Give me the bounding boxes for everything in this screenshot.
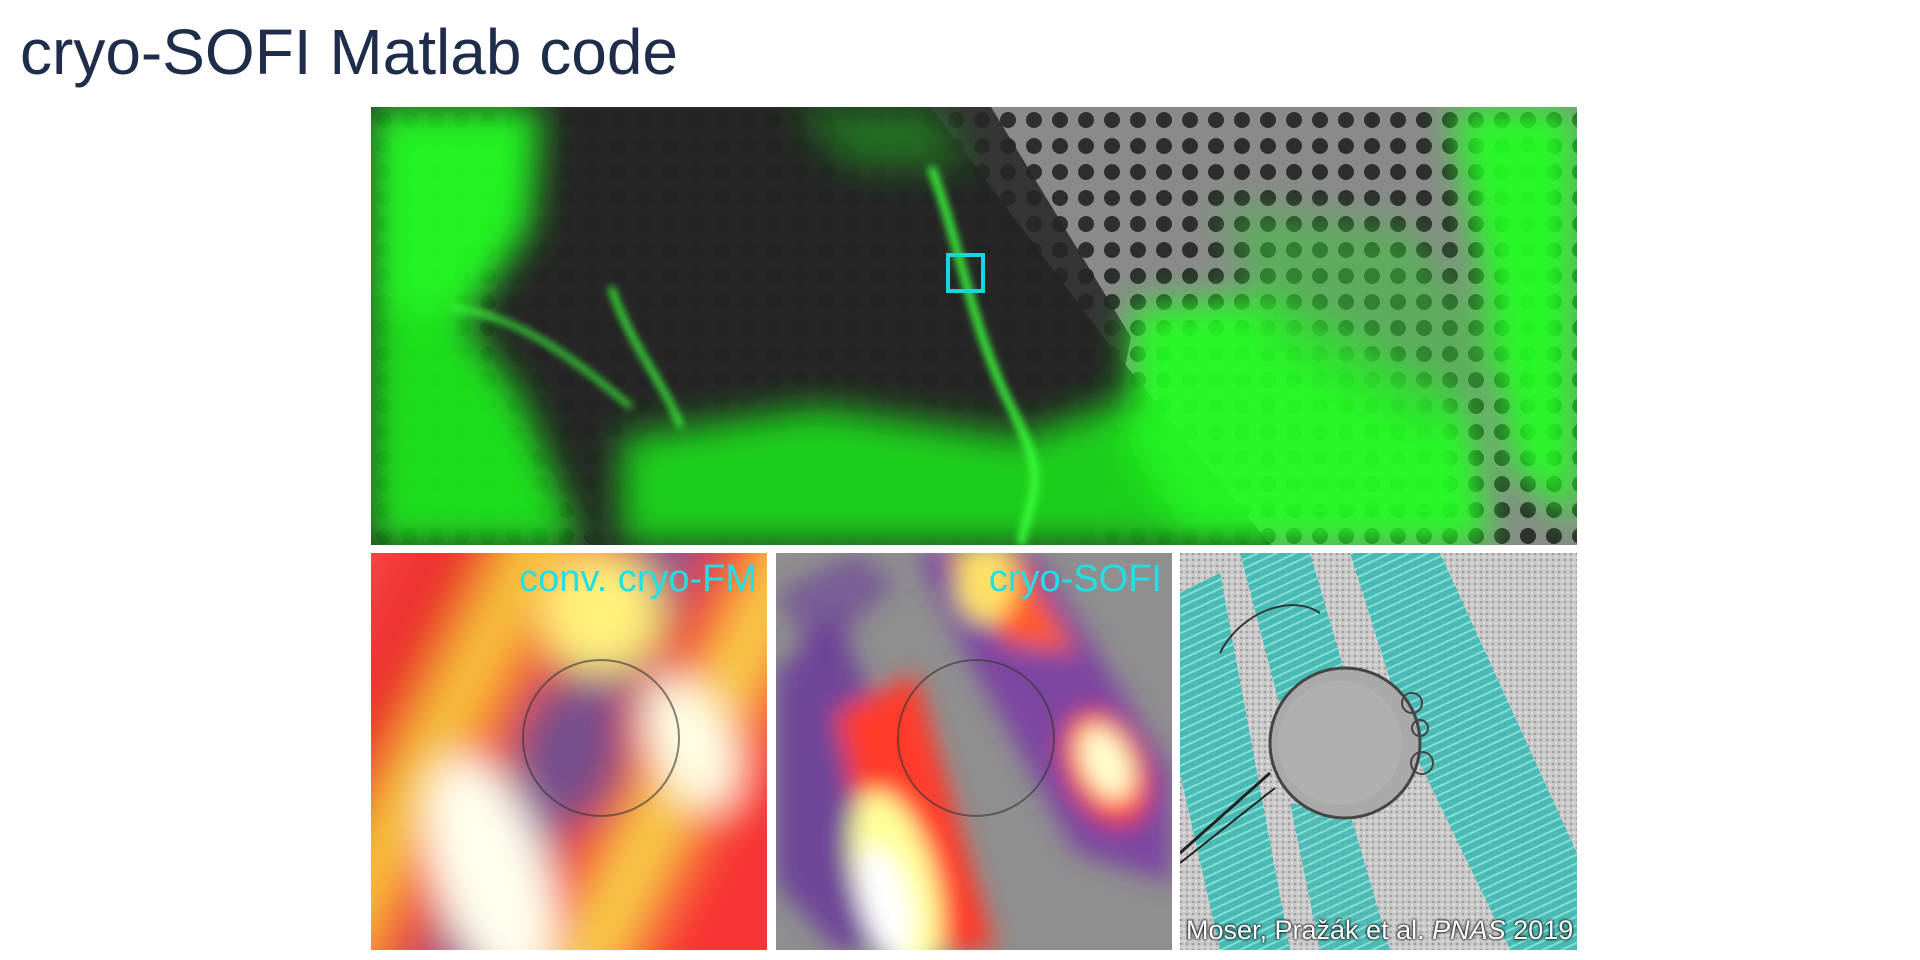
tomogram-segmentation-panel: Moser, Pražák et al. PNAS 2019 [1180, 553, 1577, 950]
conv-cryo-fm-label: conv. cryo-FM [519, 557, 757, 601]
overview-fluorescence-image [371, 107, 1577, 545]
label-part-cryo-sofi: cryo-SOFI [988, 558, 1162, 600]
cryo-sofi-panel: cryo-SOFI [776, 553, 1172, 950]
conv-cryo-fm-panel: conv. cryo-FM [371, 553, 767, 950]
cryo-sofi-label: cryo-SOFI [989, 557, 1162, 601]
citation: Moser, Pražák et al. PNAS 2019 [1186, 914, 1573, 946]
figure: conv. cryo-FM cryo-SOFI [371, 107, 1577, 952]
slide-title: cryo-SOFI Matlab code [20, 16, 678, 88]
label-part-conv: conv. [519, 558, 618, 600]
citation-year: 2019 [1513, 915, 1574, 945]
roi-box [946, 253, 985, 293]
citation-authors: Moser, Pražák et al. [1186, 915, 1425, 945]
label-part-cryo-fm: cryo-FM [617, 558, 757, 600]
citation-journal: PNAS [1432, 915, 1506, 945]
